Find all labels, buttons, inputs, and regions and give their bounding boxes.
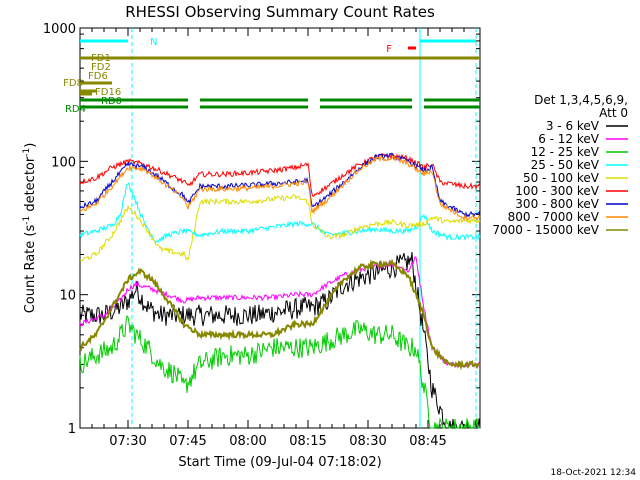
series-line <box>79 194 481 262</box>
y-tick-label: 1 <box>68 422 76 437</box>
y-tick-label: 1000 <box>43 22 76 37</box>
x-tick-label: 07:45 <box>169 434 206 449</box>
x-tick-label: 07:30 <box>109 434 146 449</box>
state-bars: NFFD1FD2FD6FD8FD16RD0RD4 <box>63 37 480 115</box>
state-bar-label: N <box>150 37 157 48</box>
y-axis-label-sup-2: -1 <box>22 148 32 157</box>
legend-entry-label: 12 - 25 keV <box>531 145 600 159</box>
series-line <box>79 152 481 219</box>
legend-entry-label: 7000 - 15000 keV <box>492 223 599 237</box>
legend-title: Att 0 <box>599 106 628 120</box>
x-tick-label: 08:45 <box>409 434 446 449</box>
series-line <box>79 258 481 371</box>
state-bar-label: RD4 <box>65 104 86 115</box>
y-axis-label-sup: -1 <box>22 216 32 225</box>
series-line <box>79 251 481 429</box>
state-bar-label: FD16 <box>95 87 121 98</box>
x-tick-label: 08:30 <box>349 434 386 449</box>
legend-entry-label: 3 - 6 keV <box>546 119 600 133</box>
y-axis-label-main: Count Rate (s <box>23 225 38 314</box>
chart-title: RHESSI Observing Summary Count Rates <box>125 3 435 21</box>
series-line <box>79 314 480 430</box>
state-bar-label: FD2 <box>91 62 111 73</box>
series-line <box>79 181 481 244</box>
series-line <box>80 155 481 222</box>
legend-entry-label: 25 - 50 keV <box>531 158 600 172</box>
y-tick-label: 10 <box>59 289 76 304</box>
footer-timestamp: 18-Oct-2021 12:34 <box>551 468 637 478</box>
x-tick-label: 08:00 <box>229 434 266 449</box>
y-tick-label: 100 <box>51 155 76 170</box>
y-axis-label-rest: detector <box>23 156 38 216</box>
marker-lines <box>131 28 477 428</box>
legend-title: Det 1,3,4,5,6,9, <box>534 93 628 107</box>
legend-entry-label: 100 - 300 keV <box>515 184 599 198</box>
series-line <box>79 256 481 369</box>
legend-entry-label: 800 - 7000 keV <box>508 210 600 224</box>
plot-frame <box>79 27 481 429</box>
x-axis-label: Start Time (09-Jul-04 07:18:02) <box>178 455 381 470</box>
series-lines <box>79 151 481 430</box>
state-bar-label: F <box>386 44 392 55</box>
y-axis-label-tail: ) <box>23 143 38 148</box>
legend-entry-label: 50 - 100 keV <box>523 171 600 185</box>
y-axis-label: Count Rate (s-1 detector-1) <box>22 143 38 314</box>
x-tick-label: 08:15 <box>289 434 326 449</box>
state-bar-label: FD6 <box>88 71 108 82</box>
state-bar-label: FD8 <box>63 78 83 89</box>
state-bar-label: RD0 <box>101 96 122 107</box>
legend-entry-label: 6 - 12 keV <box>538 132 600 146</box>
legend-entry-label: 300 - 800 keV <box>515 197 599 211</box>
